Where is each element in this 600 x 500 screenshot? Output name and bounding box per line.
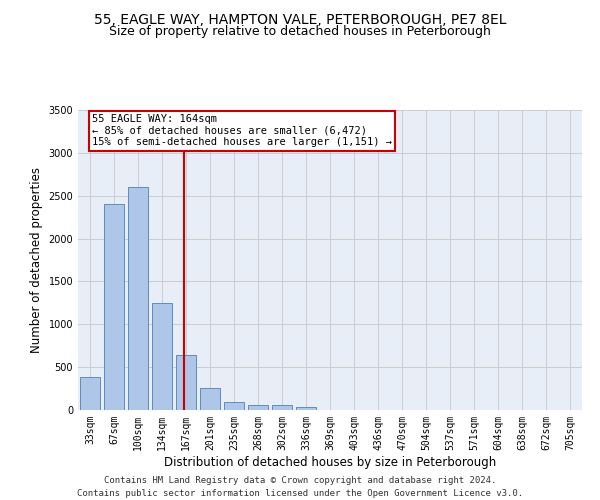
Text: Contains HM Land Registry data © Crown copyright and database right 2024.
Contai: Contains HM Land Registry data © Crown c… bbox=[77, 476, 523, 498]
X-axis label: Distribution of detached houses by size in Peterborough: Distribution of detached houses by size … bbox=[164, 456, 496, 468]
Text: 55, EAGLE WAY, HAMPTON VALE, PETERBOROUGH, PE7 8EL: 55, EAGLE WAY, HAMPTON VALE, PETERBOROUG… bbox=[94, 12, 506, 26]
Y-axis label: Number of detached properties: Number of detached properties bbox=[30, 167, 43, 353]
Bar bbox=[80, 378, 100, 410]
Text: Size of property relative to detached houses in Peterborough: Size of property relative to detached ho… bbox=[109, 25, 491, 38]
Bar bbox=[104, 204, 124, 410]
Bar bbox=[224, 402, 244, 410]
Bar bbox=[272, 406, 292, 410]
Bar bbox=[176, 355, 196, 410]
Bar bbox=[296, 406, 316, 410]
Bar bbox=[200, 388, 220, 410]
Bar bbox=[248, 405, 268, 410]
Bar bbox=[128, 187, 148, 410]
Text: 55 EAGLE WAY: 164sqm
← 85% of detached houses are smaller (6,472)
15% of semi-de: 55 EAGLE WAY: 164sqm ← 85% of detached h… bbox=[92, 114, 392, 148]
Bar bbox=[152, 303, 172, 410]
